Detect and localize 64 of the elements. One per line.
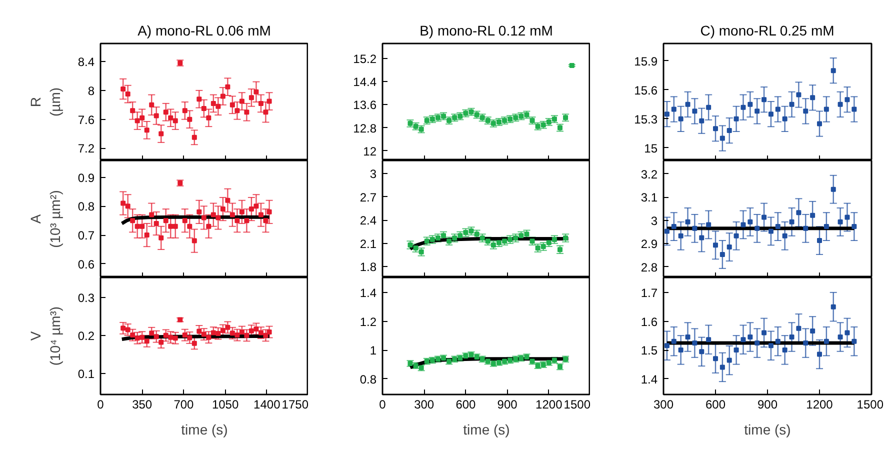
x-tick-label: 900	[757, 398, 778, 412]
y-tick-label: 7.2	[78, 142, 95, 156]
y-tick-label: 15	[644, 141, 658, 156]
y-tick-label: 0.3	[78, 290, 95, 305]
x-tick-label: 1200	[536, 398, 563, 412]
y-tick-label: 2.9	[640, 237, 658, 252]
x-tick-label: 1500	[564, 398, 591, 412]
x-tick-label: 1500	[856, 398, 884, 412]
y-tick-label: 1.5	[640, 344, 658, 358]
y-tick-label: 7.6	[78, 112, 95, 127]
y-tick-label: 0.7	[78, 228, 95, 243]
y-tick-label: 1.2	[360, 314, 377, 329]
y-tick-label: 1.6	[640, 314, 658, 329]
y-axis-title: A (10³ µm²)	[28, 190, 63, 248]
x-tick-label: 0	[379, 398, 386, 412]
x-tick-label: 700	[174, 398, 194, 412]
x-axis-title: time (s)	[744, 422, 791, 438]
y-tick-label: 0.6	[78, 257, 95, 272]
y-tick-label: 1.4	[360, 286, 377, 300]
y-tick-label: 2.4	[360, 214, 377, 228]
y-tick-label: 1.8	[360, 260, 377, 274]
y-tick-label: 12.8	[353, 121, 377, 136]
y-tick-label: 3	[650, 214, 658, 228]
x-tick-label: 1400	[254, 398, 281, 412]
x-tick-label: 900	[497, 398, 518, 412]
x-axis-title: time (s)	[463, 422, 510, 438]
y-tick-label: 2.8	[640, 260, 658, 274]
x-tick-label: 1750	[282, 398, 309, 412]
y-tick-label: 1.4	[640, 372, 658, 386]
x-tick-label: 600	[705, 398, 726, 412]
x-tick-label: 600	[456, 398, 476, 412]
y-axis-title: R (µm)	[28, 87, 63, 117]
chart-title: C) mono-RL 0.25 mM	[700, 22, 834, 38]
x-tick-label: 0	[97, 398, 104, 412]
y-tick-label: 0.9	[78, 170, 95, 185]
y-tick-label: 3.1	[640, 190, 658, 205]
y-tick-label: 1	[370, 344, 377, 358]
y-tick-label: 3.2	[640, 167, 658, 182]
y-axis-title: V (10⁴ µm³)	[28, 306, 63, 366]
y-tick-label: 3	[370, 167, 377, 182]
y-tick-label: 0.2	[78, 328, 95, 343]
x-tick-label: 1050	[212, 398, 239, 412]
y-tick-label: 2.7	[360, 190, 377, 204]
x-axis-title: time (s)	[181, 422, 228, 438]
x-tick-label: 350	[132, 398, 152, 412]
x-tick-label: 1200	[806, 398, 834, 412]
chart-title: A) mono-RL 0.06 mM	[138, 22, 271, 38]
y-tick-label: 1.7	[640, 286, 658, 300]
y-tick-label: 13.6	[353, 98, 377, 112]
y-tick-label: 0.1	[78, 367, 95, 382]
x-tick-label: 300	[653, 398, 674, 412]
y-tick-label: 0.8	[78, 200, 95, 214]
y-tick-label: 15.2	[353, 52, 377, 66]
y-tick-label: 15.3	[634, 112, 658, 126]
y-tick-label: 8	[88, 84, 95, 98]
y-tick-label: 14.4	[353, 74, 377, 89]
chart-title: B) mono-RL 0.12 mM	[420, 22, 553, 38]
y-tick-label: 15.6	[634, 83, 658, 98]
y-tick-label: 8.4	[78, 55, 95, 70]
y-tick-label: 2.1	[360, 236, 377, 251]
y-tick-label: 0.8	[360, 372, 377, 386]
y-tick-label: 15.9	[634, 54, 658, 68]
y-tick-label: 12	[363, 144, 377, 158]
x-tick-label: 300	[414, 398, 434, 412]
